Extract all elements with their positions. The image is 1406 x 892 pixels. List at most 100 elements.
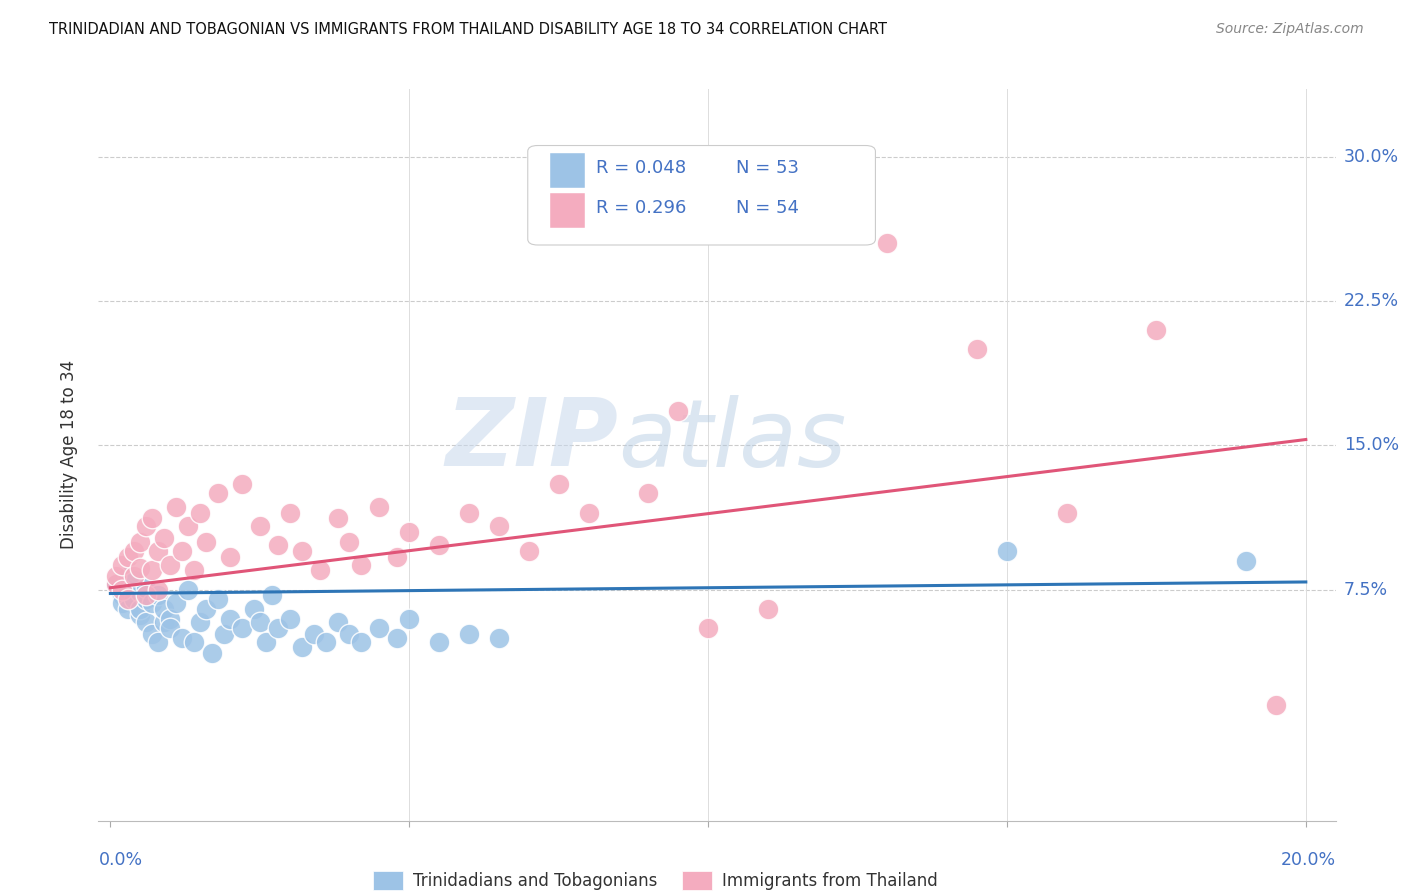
Point [148, 582, 170, 597]
Point [308, 563, 330, 577]
Point [458, 627, 481, 641]
Point [153, 531, 176, 545]
Point [183, 563, 205, 577]
Point [111, 589, 134, 603]
Point [249, 615, 271, 630]
Point [105, 577, 128, 591]
Point [339, 627, 361, 641]
Text: 0.0%: 0.0% [98, 851, 142, 869]
Point [177, 582, 200, 597]
Point [129, 584, 152, 599]
Legend: Trinidadians and Tobagonians, Immigrants from Thailand: Trinidadians and Tobagonians, Immigrants… [366, 863, 945, 892]
Point [1056, 506, 1078, 520]
FancyBboxPatch shape [527, 145, 876, 245]
Text: 30.0%: 30.0% [1344, 147, 1399, 166]
Point [231, 476, 253, 491]
Point [254, 634, 277, 648]
Point [398, 524, 420, 539]
Point [291, 640, 314, 655]
Text: 15.0%: 15.0% [1344, 436, 1399, 454]
Point [111, 558, 134, 572]
Point [219, 611, 242, 625]
Point [195, 602, 218, 616]
Point [111, 596, 134, 610]
Point [165, 500, 187, 514]
Point [368, 621, 391, 635]
Point [278, 506, 301, 520]
Point [135, 615, 157, 630]
Point [212, 627, 235, 641]
Point [153, 615, 176, 630]
Point [666, 403, 689, 417]
Point [249, 519, 271, 533]
Point [124, 569, 146, 583]
Text: 7.5%: 7.5% [1344, 581, 1388, 599]
Point [188, 506, 211, 520]
Point [427, 538, 450, 552]
Point [278, 611, 301, 625]
Point [231, 621, 253, 635]
Point [207, 486, 229, 500]
Text: N = 53: N = 53 [735, 159, 799, 178]
Point [243, 602, 266, 616]
Point [697, 621, 720, 635]
Point [966, 342, 988, 356]
Text: R = 0.296: R = 0.296 [596, 200, 686, 218]
Point [427, 634, 450, 648]
Point [165, 596, 187, 610]
Point [260, 589, 283, 603]
Point [756, 602, 779, 616]
Point [387, 549, 409, 564]
Point [488, 631, 510, 645]
Point [141, 596, 163, 610]
Point [148, 589, 170, 603]
Point [291, 544, 314, 558]
Point [117, 549, 139, 564]
Point [995, 544, 1018, 558]
Point [141, 627, 163, 641]
Text: 20.0%: 20.0% [1281, 851, 1336, 869]
Point [129, 561, 152, 575]
Point [1234, 554, 1257, 568]
Point [201, 646, 224, 660]
Point [350, 634, 373, 648]
Point [195, 534, 218, 549]
Point [177, 519, 200, 533]
Point [153, 602, 176, 616]
Point [129, 602, 152, 616]
Point [148, 634, 170, 648]
Point [488, 519, 510, 533]
Point [135, 581, 157, 595]
Point [637, 486, 659, 500]
Point [350, 558, 373, 572]
Point [786, 192, 808, 206]
Point [105, 569, 128, 583]
Point [159, 611, 181, 625]
Point [188, 615, 211, 630]
Point [124, 544, 146, 558]
Point [398, 611, 420, 625]
Point [458, 506, 481, 520]
Point [547, 476, 569, 491]
Point [183, 634, 205, 648]
Point [141, 511, 163, 525]
Point [117, 582, 139, 597]
Text: Source: ZipAtlas.com: Source: ZipAtlas.com [1216, 22, 1364, 37]
Point [129, 607, 152, 622]
Point [159, 621, 181, 635]
Point [172, 631, 194, 645]
Point [387, 631, 409, 645]
Text: ZIP: ZIP [446, 394, 619, 486]
Point [111, 582, 134, 597]
Text: N = 54: N = 54 [735, 200, 799, 218]
Point [135, 589, 157, 603]
Point [135, 519, 157, 533]
Point [148, 544, 170, 558]
Point [159, 558, 181, 572]
Point [207, 592, 229, 607]
Point [117, 569, 139, 583]
Point [326, 511, 349, 525]
Bar [550, 193, 585, 228]
Point [326, 615, 349, 630]
Y-axis label: Disability Age 18 to 34: Disability Age 18 to 34 [59, 360, 77, 549]
